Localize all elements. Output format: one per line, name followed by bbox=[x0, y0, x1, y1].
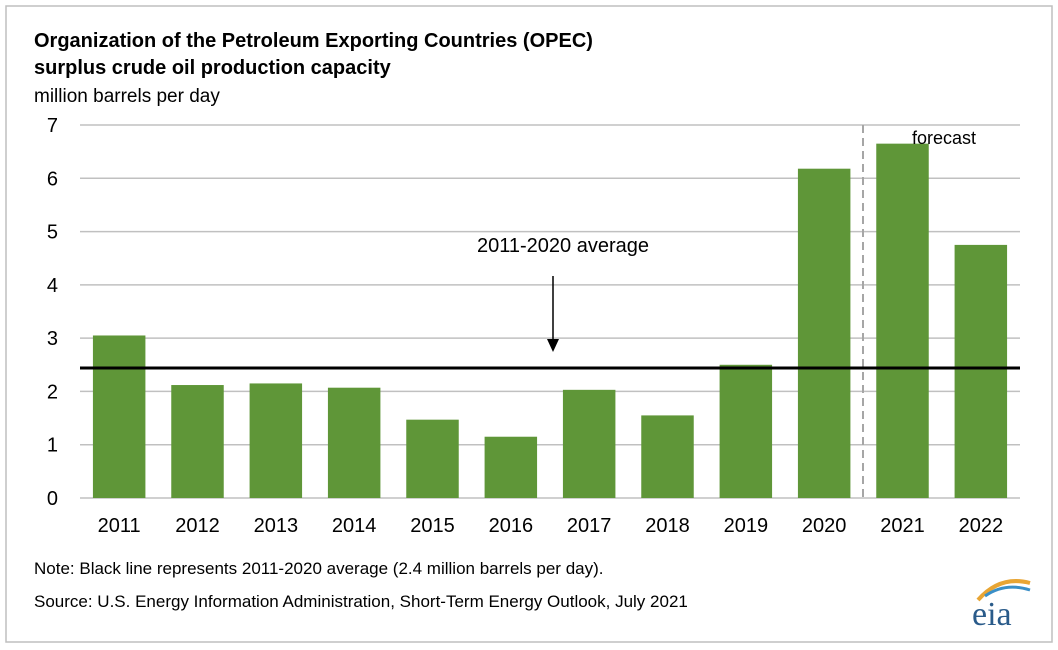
y-tick-label: 5 bbox=[47, 222, 58, 244]
y-tick-label: 6 bbox=[47, 168, 58, 190]
y-tick-label: 2 bbox=[47, 381, 58, 403]
bar bbox=[406, 419, 459, 498]
x-tick-label: 2019 bbox=[724, 515, 769, 537]
bar bbox=[876, 143, 929, 498]
bar bbox=[562, 389, 616, 498]
logo-swoosh bbox=[976, 579, 1031, 602]
x-tick-label: 2021 bbox=[880, 515, 925, 537]
y-tick-label: 0 bbox=[47, 488, 58, 510]
x-tick-label: 2016 bbox=[489, 515, 534, 537]
bar bbox=[92, 335, 146, 498]
x-tick-label: 2020 bbox=[802, 515, 847, 537]
x-tick-label: 2013 bbox=[254, 515, 299, 537]
x-tick-label: 2017 bbox=[567, 515, 612, 537]
bar bbox=[171, 385, 224, 498]
bar bbox=[484, 436, 538, 498]
bar bbox=[797, 168, 851, 499]
x-tick-label: 2022 bbox=[959, 515, 1004, 537]
bar bbox=[327, 387, 381, 498]
x-tick-label: 2012 bbox=[175, 515, 220, 537]
chart-title: Organization of the Petroleum Exporting … bbox=[34, 30, 593, 52]
bar bbox=[249, 383, 303, 498]
bar bbox=[954, 244, 1008, 498]
note: Note: Black line represents 2011-2020 av… bbox=[34, 559, 603, 578]
y-axis-label: million barrels per day bbox=[34, 86, 220, 107]
y-tick-label: 3 bbox=[47, 328, 58, 350]
bar bbox=[641, 415, 694, 498]
x-tick-label: 2018 bbox=[645, 515, 690, 537]
forecast-label: forecast bbox=[912, 128, 976, 148]
bar bbox=[719, 364, 773, 498]
x-tick-label: 2014 bbox=[332, 515, 377, 537]
logo: eia bbox=[972, 596, 1012, 633]
chart-subtitle: surplus crude oil production capacity bbox=[34, 57, 392, 79]
logo-swoosh bbox=[984, 585, 1031, 598]
average-label: 2011-2020 average bbox=[477, 235, 649, 257]
y-tick-label: 1 bbox=[47, 435, 58, 457]
arrow-head bbox=[547, 339, 559, 352]
source: Source: U.S. Energy Information Administ… bbox=[34, 592, 688, 611]
y-tick-label: 4 bbox=[47, 275, 58, 297]
y-tick-label: 7 bbox=[47, 115, 58, 137]
x-tick-label: 2015 bbox=[410, 515, 455, 537]
x-tick-label: 2011 bbox=[98, 515, 141, 537]
